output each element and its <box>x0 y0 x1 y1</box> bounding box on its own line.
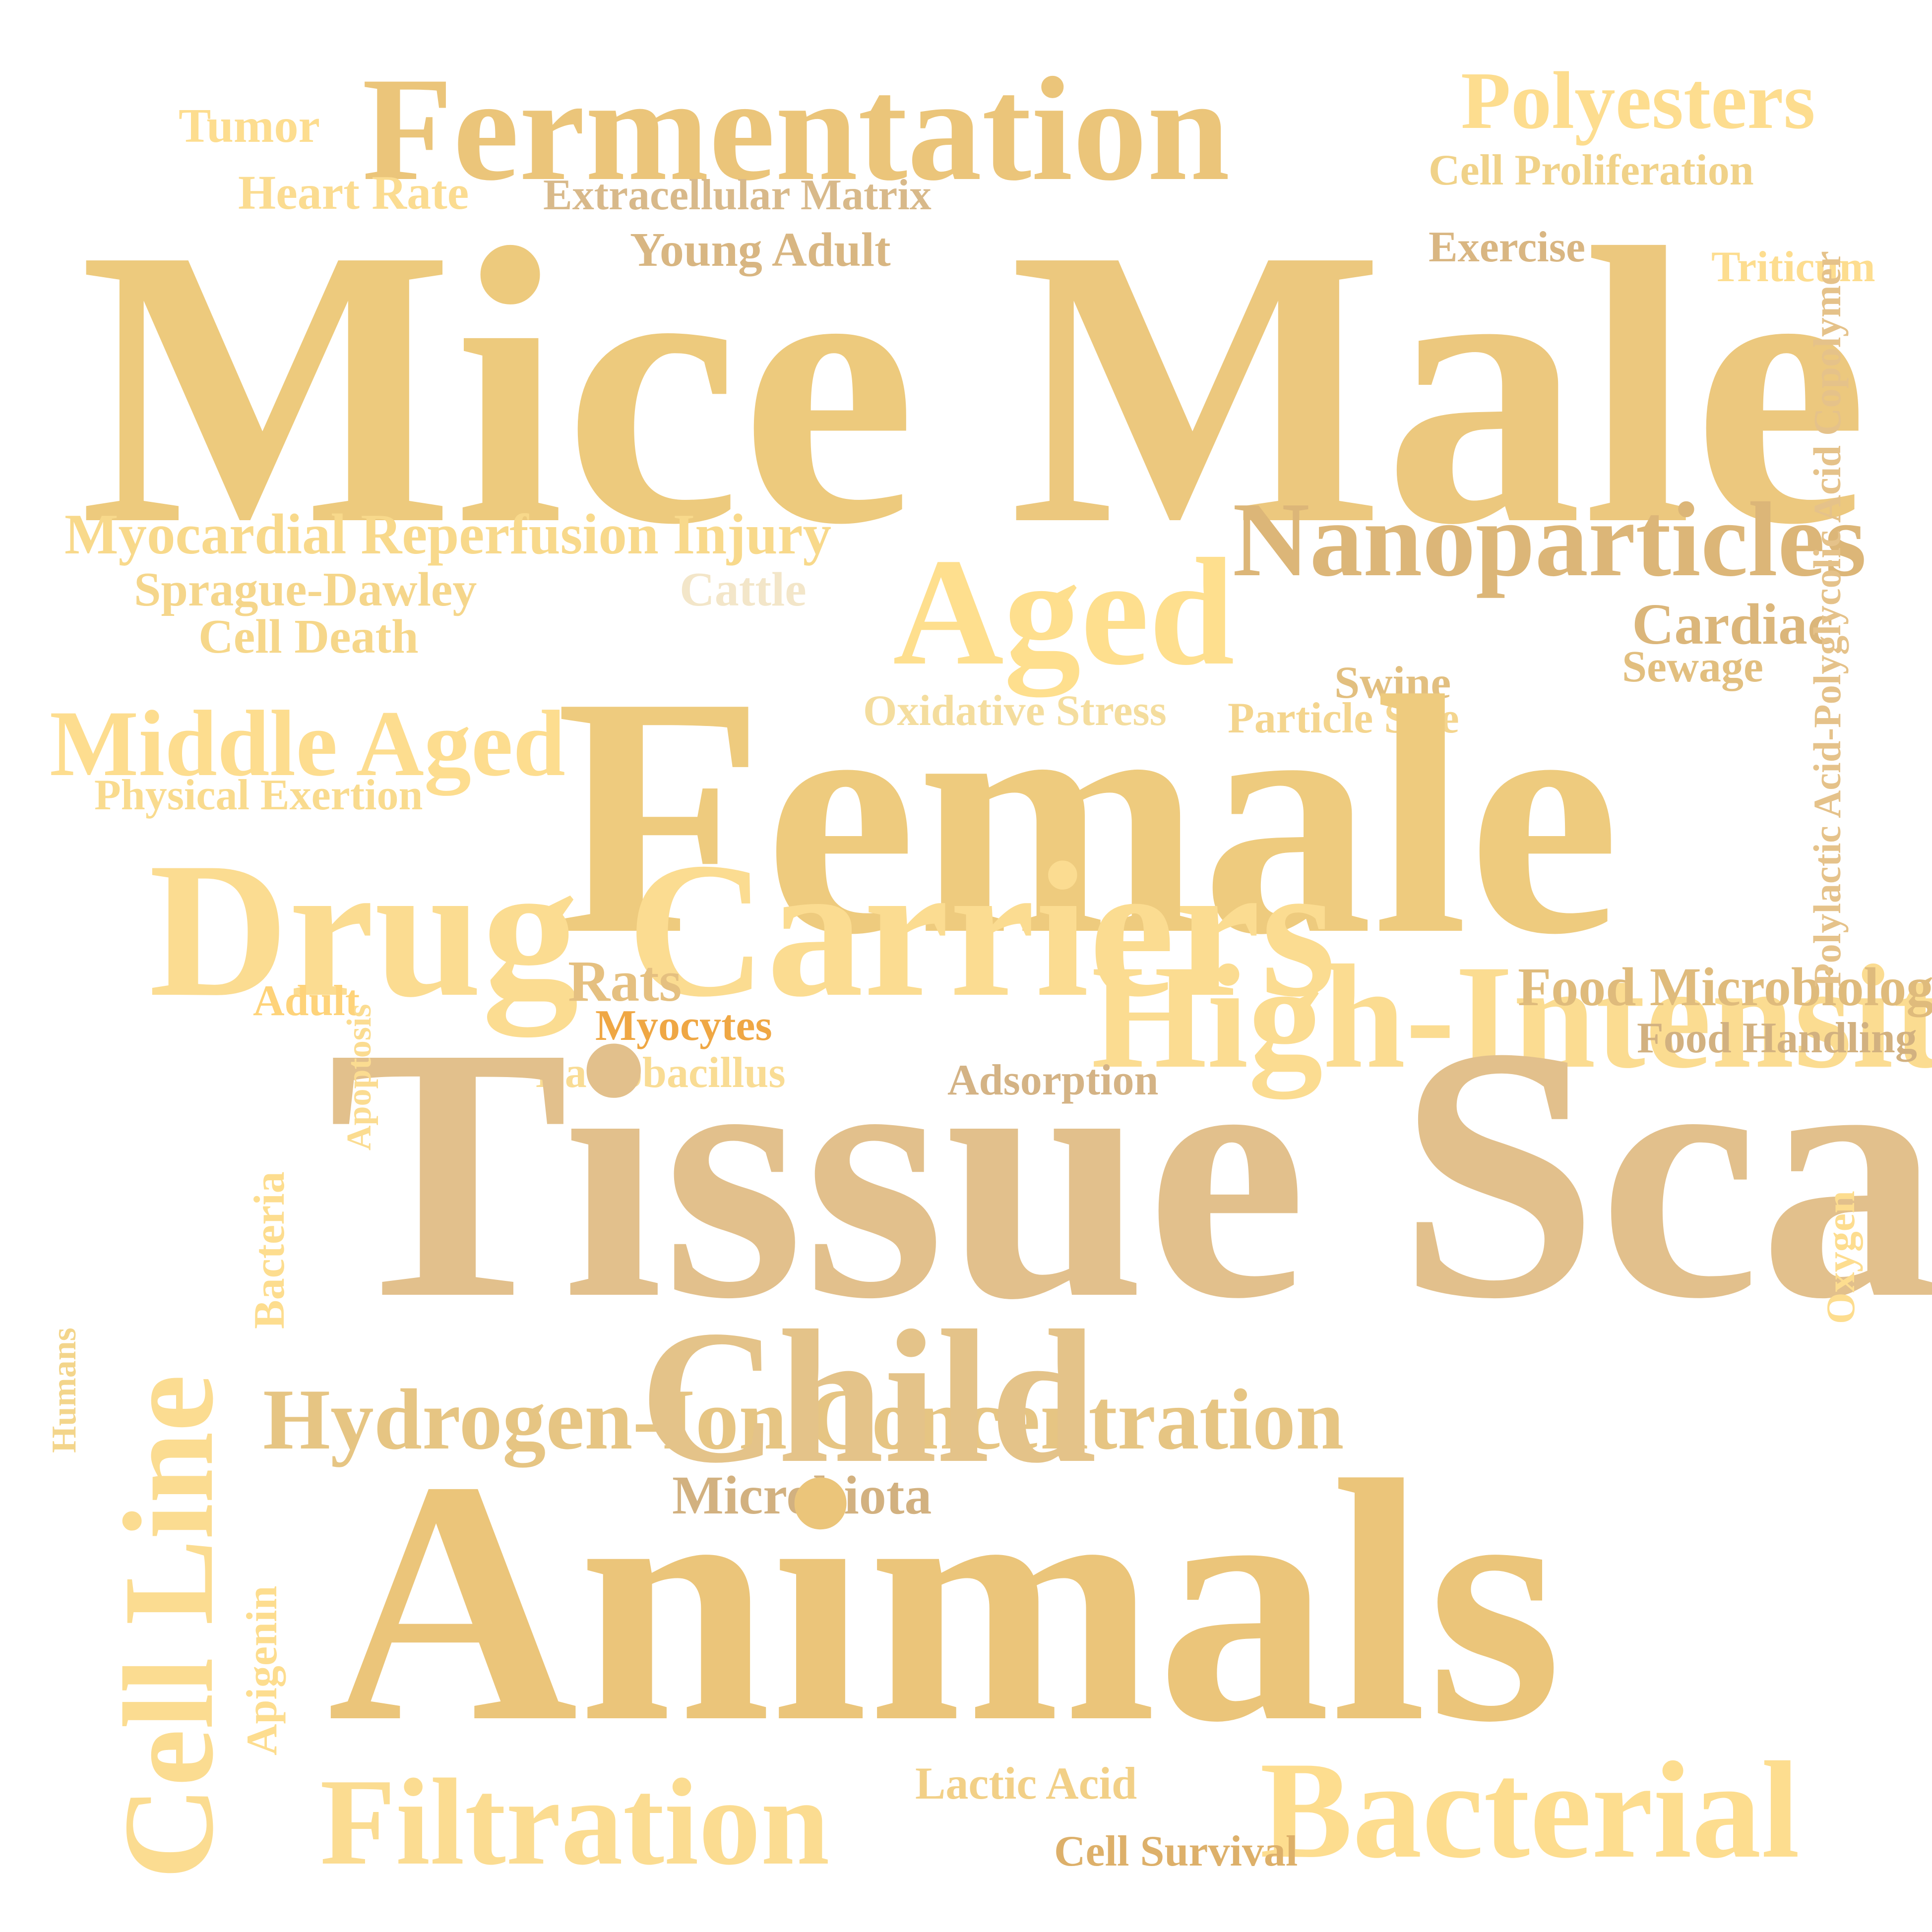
word-lactobacillus: Myocytes <box>595 1002 772 1050</box>
word-apoptosis: Apigenin <box>238 1585 286 1755</box>
word-drug-carriers: Polylactic Acid-Polyglycolic Acid Copoly… <box>1806 251 1849 987</box>
word-bacteria: Filtration <box>320 1753 830 1891</box>
word-adult: High-Intensity Interval Training <box>1091 934 1932 1099</box>
word-cell-line: Bacterial <box>1260 1733 1800 1887</box>
word-young-adult: Young Adult <box>630 223 891 277</box>
word-oxidative-stress: Oxidative Stress <box>863 687 1167 735</box>
word-cattle: Cattle <box>680 563 807 616</box>
word-polyesters: Polyesters <box>1461 55 1815 146</box>
word-myocytes: Food Microbiology <box>1518 957 1932 1017</box>
word-male: Male <box>1009 167 1869 606</box>
word-hydrogen-ion-concentration: Adsorption <box>947 1056 1159 1104</box>
word-tumor: Tumor <box>179 99 320 153</box>
word-child: Apoptosis <box>340 1004 378 1150</box>
word-cell-death: Cell Death <box>198 610 419 664</box>
word-microbiota: Bacteria <box>246 1171 294 1329</box>
word-polylactic-acid-polyglycolic-acid-copolymer: Microbiota <box>672 1465 932 1525</box>
word-rats: Drug Carriers <box>149 823 1336 1037</box>
word-female: Female <box>556 626 1620 1005</box>
word-filtration: Oxygen <box>1818 1191 1863 1324</box>
word-myocardial-reperfusion-injury: Myocardial Reperfusion Injury <box>64 503 832 566</box>
word-swine: Swine <box>1334 657 1451 708</box>
word-nanoparticles: Nanoparticles <box>1233 480 1867 599</box>
word-physical-exertion: Physical Exertion <box>94 771 423 819</box>
word-cell-survival: Child <box>640 1291 1097 1503</box>
word-animals: Tissue Scaffolds <box>327 972 1932 1373</box>
word-mice: Mice <box>79 167 917 606</box>
word-food-handling: Adult <box>253 977 360 1025</box>
word-sprague-dawley: Sprague-Dawley <box>134 563 477 616</box>
word-oxygen: Lactic Acid <box>915 1758 1137 1809</box>
word-cell-proliferation: Cell Proliferation <box>1429 146 1754 194</box>
word-triticum: Triticum <box>1711 243 1875 291</box>
word-middle-aged: Middle Aged <box>50 692 565 796</box>
word-apigenin: Cell Survival <box>1054 1827 1298 1875</box>
word-aged: Aged <box>893 527 1235 697</box>
word-bacterial: Hydrogen-Ion Concentration <box>263 1371 1344 1467</box>
word-extracellular-matrix: Extracellular Matrix <box>543 171 932 219</box>
word-heart-rate: Heart Rate <box>238 166 469 220</box>
word-high-intensity-interval-training: Humans <box>45 1328 83 1453</box>
word-fermentation: Fermentation <box>362 47 1230 211</box>
word-humans: Animals <box>327 1409 1562 1794</box>
word-cardiac: Cardiac <box>1632 592 1834 657</box>
word-tissue-scaffolds: Lactobacillus <box>536 1049 786 1097</box>
word-sewage: Sewage <box>1622 642 1763 691</box>
word-food-microbiology: Rats <box>568 949 682 1014</box>
word-particle-size: Particle Size <box>1228 694 1459 742</box>
word-adsorption: Food Handling <box>1637 1014 1917 1062</box>
word-exercise: Exercise <box>1429 223 1586 271</box>
word-lactic-acid: Cell Line <box>97 1374 240 1879</box>
